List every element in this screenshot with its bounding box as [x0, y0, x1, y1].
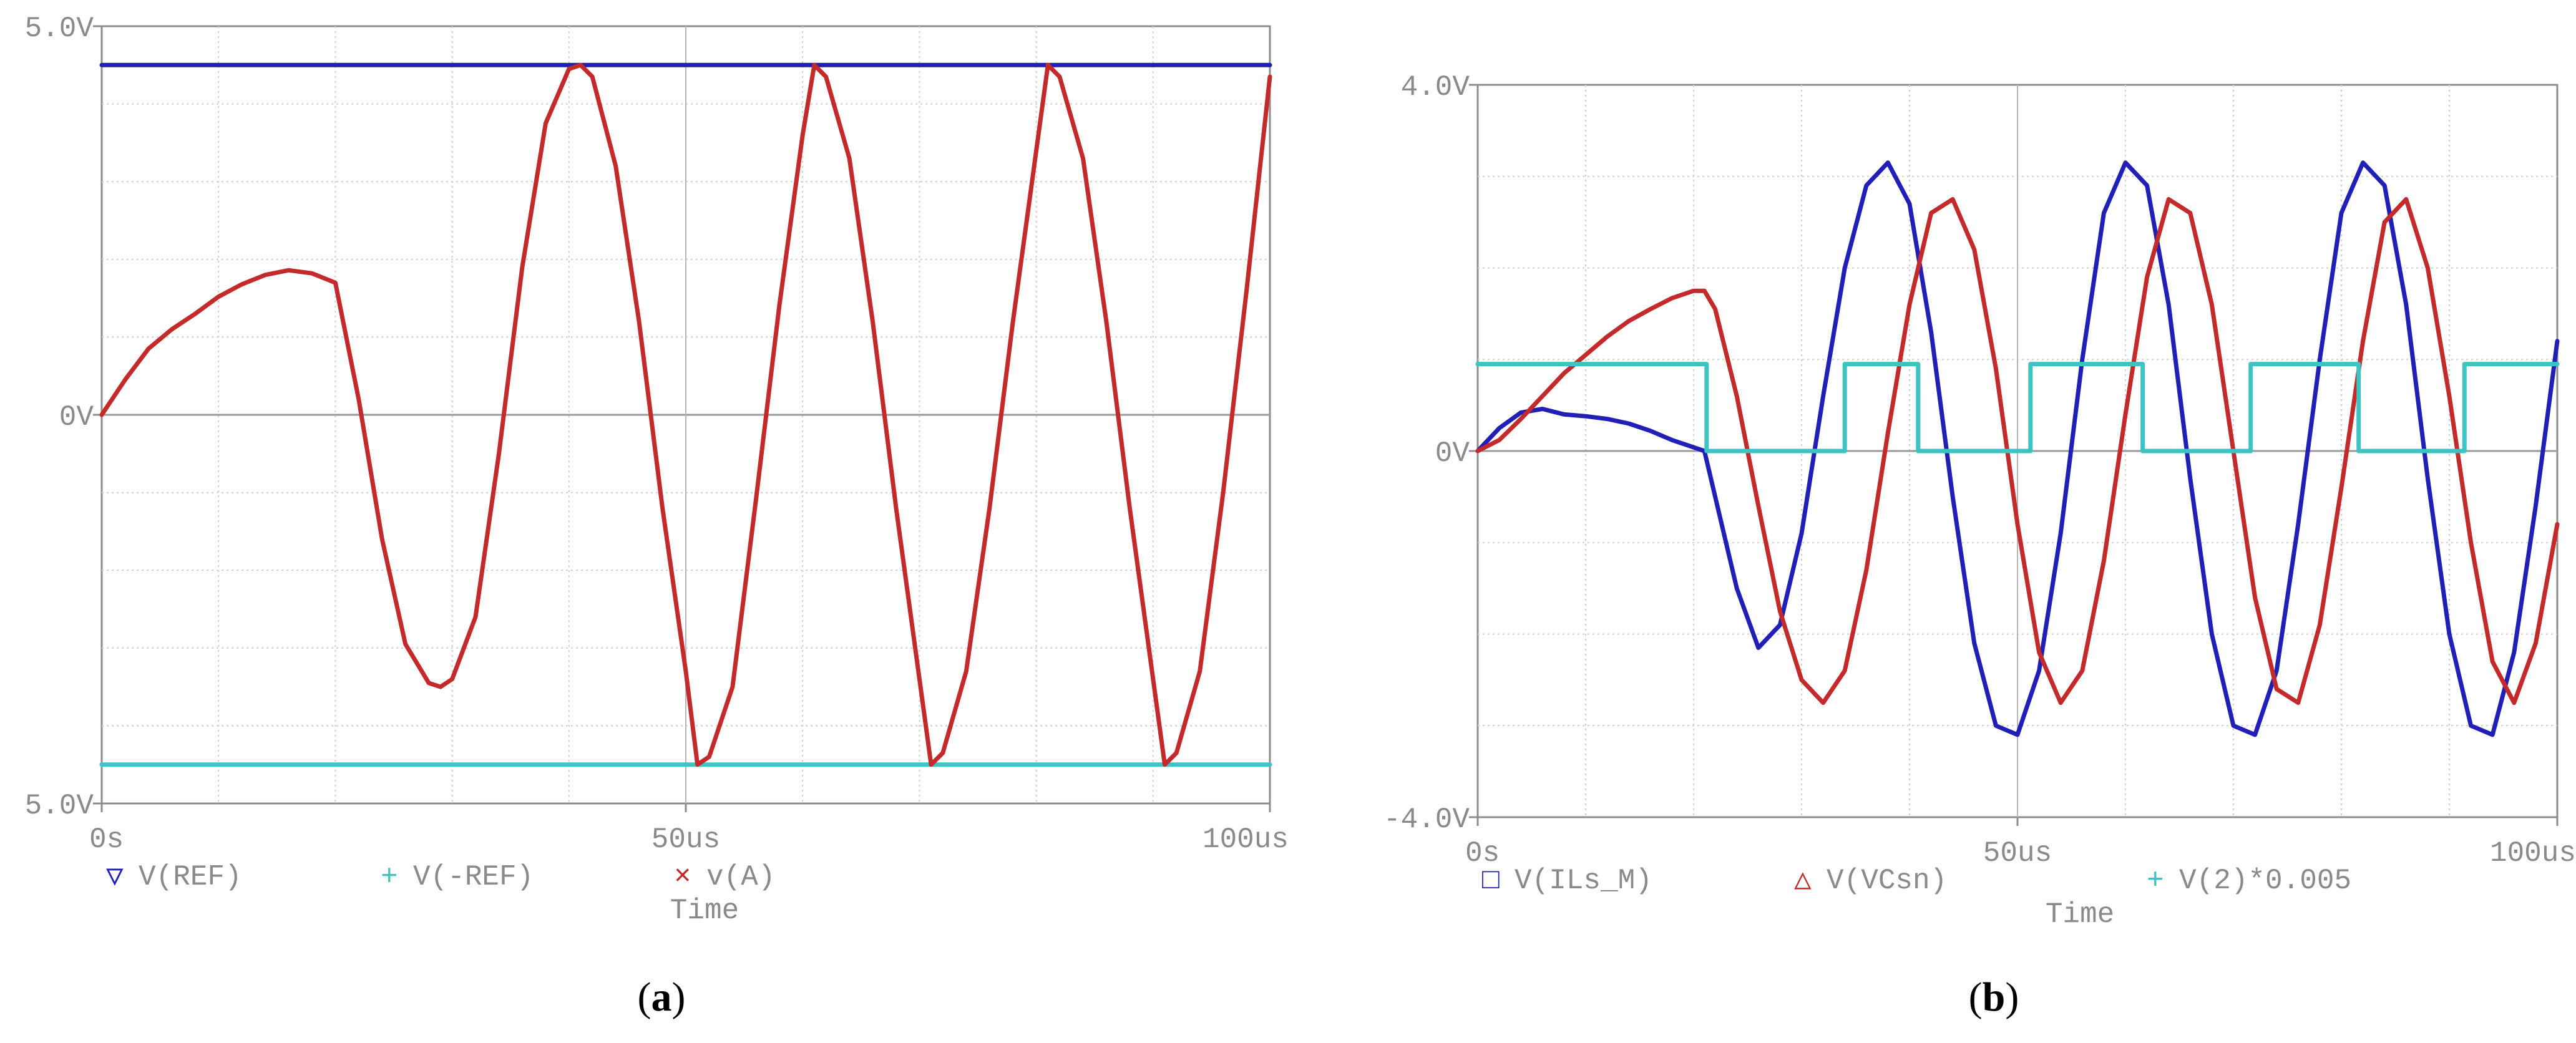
legend-marker: +	[2147, 865, 2164, 897]
legend-marker: ×	[674, 861, 691, 893]
x-tick-label: 0s	[89, 823, 124, 856]
y-tick-label: 4.0V	[1401, 71, 1470, 104]
y-tick-label: 0V	[59, 401, 94, 434]
x-axis-title: Time	[670, 895, 739, 927]
series-line-v-ils-m-	[1475, 160, 2560, 737]
x-axis-title: Time	[2046, 898, 2114, 931]
legend-marker: □	[1482, 865, 1500, 897]
y-tick-label: 5.0V	[25, 790, 94, 822]
y-tick-label: 0V	[1435, 437, 1470, 470]
y-tick-label: 5.0V	[25, 12, 94, 45]
legend-label: V(REF)	[139, 861, 242, 893]
legend-label: V(ILs_M)	[1515, 865, 1652, 897]
series-line-v-vcsn-	[1475, 196, 2560, 706]
panel-label-b: (b)	[1969, 974, 2019, 1020]
legend-marker: △	[1794, 865, 1812, 897]
legend-label: V(2)*0.005	[2179, 865, 2351, 897]
x-tick-label: 0s	[1465, 837, 1500, 870]
y-tick-label: -4.0V	[1383, 803, 1470, 836]
series-line-v-2-0-005	[1475, 362, 2560, 454]
legend-label: v(A)	[706, 861, 775, 893]
x-tick-label: 100us	[1203, 823, 1289, 856]
x-tick-label: 100us	[2490, 837, 2576, 870]
x-tick-label: 50us	[1983, 837, 2052, 870]
series-line-v-a-	[99, 62, 1272, 767]
legend-marker: ▽	[106, 861, 124, 893]
panel-label-a: (a)	[638, 974, 686, 1020]
x-tick-label: 50us	[651, 823, 720, 856]
legend-label: V(VCsn)	[1827, 865, 1947, 897]
legend-marker: +	[381, 861, 398, 893]
legend-label: V(-REF)	[413, 861, 534, 893]
